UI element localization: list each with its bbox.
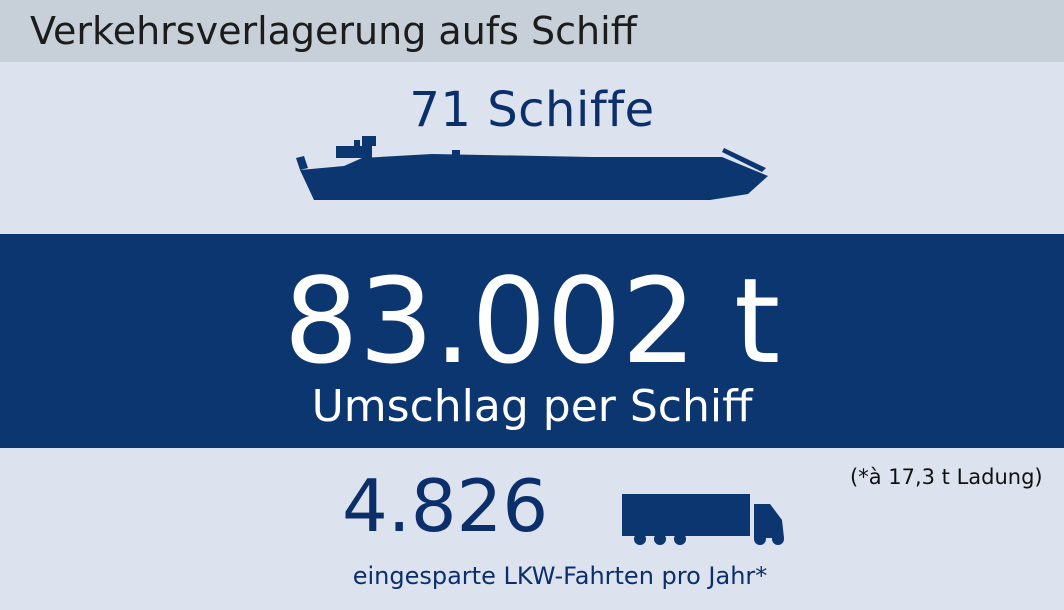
truck-wheel [754, 533, 766, 545]
ship-hull [300, 154, 768, 200]
truck-trailer [622, 494, 750, 536]
truck-wheel [674, 533, 686, 545]
page-title: Verkehrsverlagerung aufs Schiff [30, 9, 637, 53]
truck-cab [754, 504, 784, 538]
ship-stern-flag [296, 156, 308, 170]
ship-funnel [362, 136, 376, 146]
footnote: (*à 17,3 t Ladung) [850, 465, 1043, 489]
ships-count: 71 Schiffe [409, 82, 655, 138]
truck-icon [622, 494, 784, 545]
truck-wheel [634, 533, 646, 545]
ship-vent [452, 150, 460, 158]
title-bar: Verkehrsverlagerung aufs Schiff [0, 0, 1064, 62]
ship-bow-rail [722, 148, 766, 172]
truck-wheel [772, 533, 784, 545]
ship-icon [296, 136, 768, 200]
throughput-value: 83.002 t [283, 252, 781, 390]
ship-mast [354, 140, 360, 156]
truck-wheel [654, 533, 666, 545]
throughput-label: Umschlag per Schiff [311, 381, 753, 432]
throughput-band [0, 234, 1064, 448]
trucks-label: eingesparte LKW-Fahrten pro Jahr* [352, 562, 768, 590]
trucks-value: 4.826 [342, 464, 549, 548]
